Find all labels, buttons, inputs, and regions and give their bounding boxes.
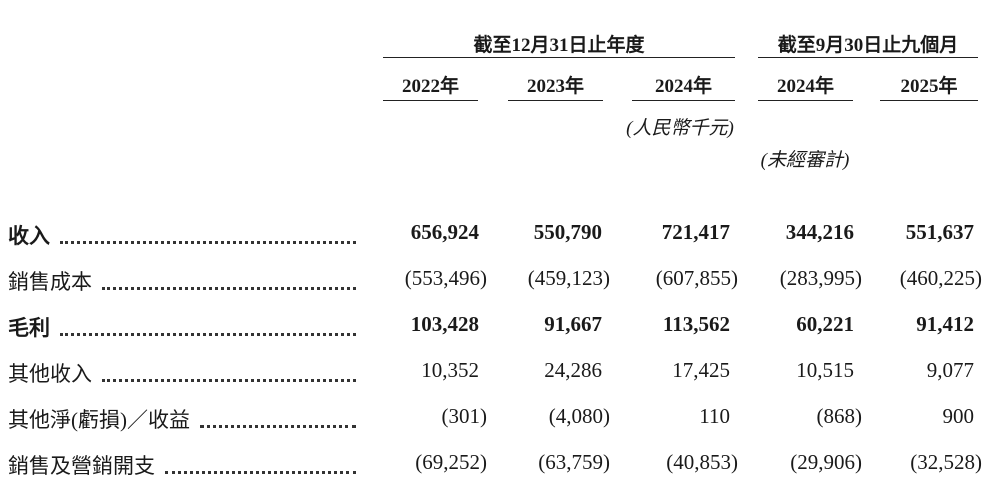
group-header: 截至9月30日止九個月 xyxy=(777,35,959,56)
row-label: 收入 xyxy=(8,220,356,250)
row-label: 其他淨(虧損)／收益 xyxy=(8,404,356,434)
cell-value: (69,252) xyxy=(415,450,487,474)
year-header: 2025年 xyxy=(900,76,958,97)
row-label: 銷售及營銷開支 xyxy=(8,450,356,480)
underline xyxy=(632,100,735,101)
underline xyxy=(758,57,978,58)
underline xyxy=(880,100,978,101)
cell-value: (29,906) xyxy=(790,450,862,474)
cell-value: 91,667 xyxy=(544,312,602,336)
cell-value: 344,216 xyxy=(785,220,854,244)
group-header: 截至12月31日止年度 xyxy=(473,35,645,56)
underline xyxy=(508,100,603,101)
audit-note: (未經審計) xyxy=(760,150,850,171)
cell-value: 10,352 xyxy=(421,358,479,382)
year-header: 2024年 xyxy=(776,76,834,97)
cell-value: (32,528) xyxy=(910,450,982,474)
dot-leader xyxy=(200,425,356,428)
label-text: 收入 xyxy=(8,224,50,248)
underline xyxy=(758,100,853,101)
cell-value: 91,412 xyxy=(916,312,974,336)
year-header: 2022年 xyxy=(401,76,459,97)
cell-value: 656,924 xyxy=(410,220,479,244)
label-text: 銷售及營銷開支 xyxy=(8,454,155,478)
dot-leader xyxy=(60,241,356,244)
cell-value: 721,417 xyxy=(661,220,730,244)
cell-value: (40,853) xyxy=(666,450,738,474)
cell-value: (4,080) xyxy=(548,404,610,428)
unit-note: (人民幣千元) xyxy=(626,118,734,139)
cell-value: (460,225) xyxy=(899,266,982,290)
underline xyxy=(383,57,735,58)
label-text: 銷售成本 xyxy=(8,270,92,294)
label-text: 其他收入 xyxy=(8,362,92,386)
cell-value: (283,995) xyxy=(779,266,862,290)
underline xyxy=(383,100,478,101)
cell-value: (868) xyxy=(816,404,863,428)
row-label: 毛利 xyxy=(8,312,356,342)
cell-value: 24,286 xyxy=(544,358,602,382)
cell-value: 110 xyxy=(699,404,730,428)
dot-leader xyxy=(102,287,356,290)
cell-value: (459,123) xyxy=(527,266,610,290)
cell-value: (63,759) xyxy=(538,450,610,474)
row-label: 銷售成本 xyxy=(8,266,356,296)
dot-leader xyxy=(165,471,356,474)
cell-value: 900 xyxy=(942,404,975,428)
label-text: 其他淨(虧損)／收益 xyxy=(8,408,190,432)
cell-value: (607,855) xyxy=(655,266,738,290)
year-header: 2024年 xyxy=(654,76,712,97)
cell-value: (301) xyxy=(441,404,488,428)
cell-value: 550,790 xyxy=(533,220,602,244)
cell-value: 103,428 xyxy=(410,312,479,336)
cell-value: 9,077 xyxy=(926,358,974,382)
row-label: 其他收入 xyxy=(8,358,356,388)
dot-leader xyxy=(102,379,356,382)
dot-leader xyxy=(60,333,356,336)
year-header: 2023年 xyxy=(526,76,584,97)
cell-value: 60,221 xyxy=(796,312,854,336)
cell-value: (553,496) xyxy=(404,266,487,290)
label-text: 毛利 xyxy=(8,316,50,340)
cell-value: 17,425 xyxy=(672,358,730,382)
cell-value: 551,637 xyxy=(905,220,974,244)
cell-value: 113,562 xyxy=(662,312,730,336)
cell-value: 10,515 xyxy=(796,358,854,382)
